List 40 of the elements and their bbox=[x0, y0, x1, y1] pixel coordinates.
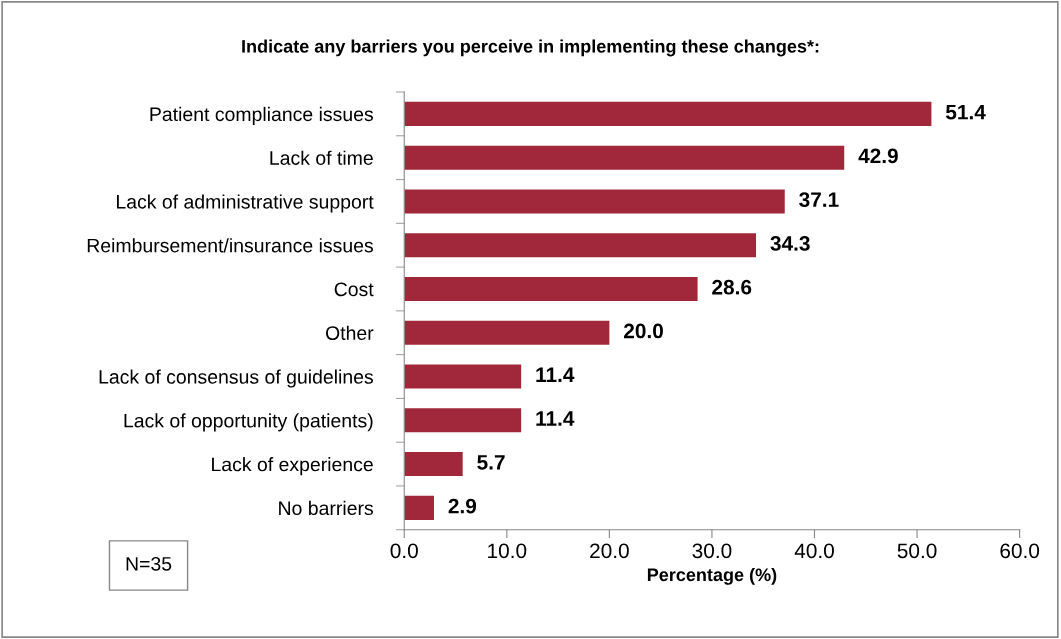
x-tick-label: 30.0 bbox=[692, 543, 732, 559]
x-tick-label: 40.0 bbox=[794, 543, 834, 559]
bar bbox=[404, 145, 845, 170]
bar bbox=[404, 495, 434, 520]
data-label: 5.7 bbox=[477, 455, 505, 470]
y-tick-label: Lack of opportunity (patients) bbox=[124, 413, 373, 432]
text: N=35 bbox=[126, 556, 172, 571]
data-label: 37.1 bbox=[799, 192, 839, 208]
x-axis-title: Percentage (%) bbox=[647, 567, 777, 585]
bar bbox=[404, 276, 698, 302]
x-tick-label: 0.0 bbox=[390, 543, 418, 559]
y-tick-label: Other bbox=[325, 325, 374, 340]
y-tick-label: Lack of time bbox=[270, 150, 373, 165]
y-tick-label: Patient compliance issues bbox=[150, 106, 373, 125]
y-tick-label: Lack of consensus of guidelines bbox=[99, 369, 373, 388]
y-tick-label: Lack of experience bbox=[212, 457, 373, 476]
data-label: 20.0 bbox=[623, 323, 663, 339]
y-tick-label: Cost bbox=[334, 282, 374, 297]
data-label: 28.6 bbox=[712, 279, 752, 295]
x-tick-label: 10.0 bbox=[488, 543, 527, 559]
x-tick-label: 50.0 bbox=[897, 543, 937, 559]
bar bbox=[404, 364, 522, 389]
x-tick-label: 60.0 bbox=[1000, 543, 1040, 559]
bar bbox=[404, 452, 463, 477]
bar bbox=[404, 189, 785, 214]
data-label: 34.3 bbox=[770, 236, 810, 251]
x-tick-label: 20.0 bbox=[590, 543, 629, 559]
y-tick-label: Reimbursement/insurance issues bbox=[87, 238, 373, 253]
data-label: 2.9 bbox=[448, 498, 477, 514]
bar bbox=[404, 233, 757, 258]
data-label: 11.4 bbox=[536, 411, 575, 426]
data-label: 42.9 bbox=[858, 148, 898, 164]
y-tick-label: Lack of administrative support bbox=[116, 194, 374, 213]
data-label: 51.4 bbox=[945, 104, 986, 120]
y-tick-label: No barriers bbox=[279, 500, 373, 516]
chart-title: Indicate any barriers you perceive in implementing these changes*: bbox=[242, 39, 819, 57]
bar bbox=[404, 320, 610, 345]
data-label: 11.4 bbox=[536, 367, 575, 382]
bar bbox=[404, 101, 932, 126]
bar bbox=[404, 408, 522, 433]
